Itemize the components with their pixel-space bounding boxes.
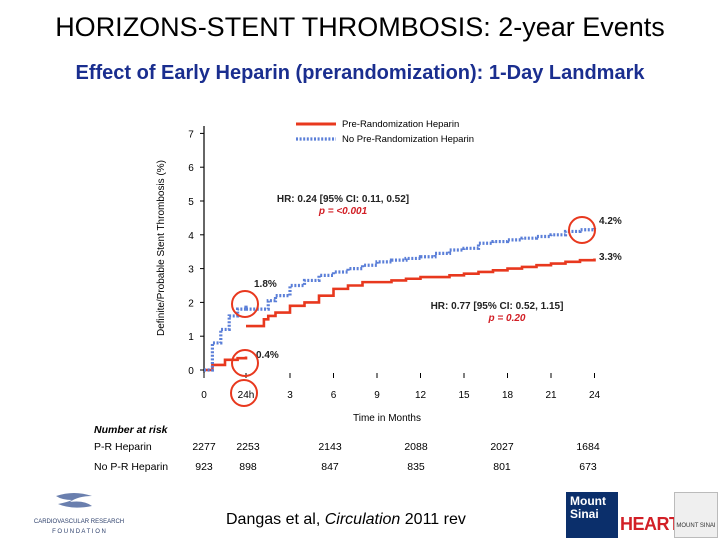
crf-logo-line2: F O U N D A T I O N <box>52 529 106 535</box>
crf-logo: CARDIOVASCULAR RESEARCH F O U N D A T I … <box>34 493 124 535</box>
x-tick-label: 3 <box>287 390 293 401</box>
risk-cell: 847 <box>321 461 339 473</box>
heart-logo: HEART <box>620 514 680 534</box>
x-tick-label: 0 <box>201 390 207 401</box>
slide-subtitle: Effect of Early Heparin (prerandomizatio… <box>75 62 645 84</box>
risk-cell: 2253 <box>236 441 260 453</box>
slide-title: HORIZONS-STENT THROMBOSIS: 2-year Events <box>55 12 665 42</box>
y-tick-label: 4 <box>188 231 194 242</box>
highlight-circle-24h <box>231 290 259 318</box>
series-line-1 <box>246 228 597 311</box>
risk-cell: 923 <box>195 461 213 473</box>
x-tick-label: 9 <box>374 390 380 401</box>
value-label-42: 4.2% <box>599 216 622 227</box>
mount-sinai-logo: Mount Sinai <box>566 492 618 538</box>
risk-cell: 673 <box>579 461 597 473</box>
hr-annotation-top: HR: 0.24 [95% CI: 0.11, 0.52] <box>277 194 409 205</box>
p-annotation-bottom: p = 0.20 <box>488 313 526 324</box>
x-tick-label: 24h <box>238 390 255 401</box>
mount-sinai-seal-logo: MOUNT SINAI <box>674 492 718 538</box>
x-tick-label: 24 <box>589 390 601 401</box>
y-tick-label: 2 <box>188 298 194 309</box>
p-annotation-top: p = <0.001 <box>318 206 368 217</box>
risk-cell: 2088 <box>404 441 428 453</box>
number-at-risk-title: Number at risk <box>94 424 168 436</box>
citation: Dangas et al, Circulation 2011 rev <box>226 511 466 528</box>
x-tick-label: 12 <box>415 390 427 401</box>
highlight-circle-42 <box>568 216 596 244</box>
risk-cell: 1684 <box>576 441 600 453</box>
series-line-day1-0 <box>204 356 248 372</box>
crf-logo-line1: CARDIOVASCULAR RESEARCH <box>34 519 124 525</box>
highlight-circle-24h-tick <box>230 379 258 407</box>
risk-cell: 2027 <box>490 441 514 453</box>
x-axis-label: Time in Months <box>353 413 421 424</box>
hr-annotation-bottom: HR: 0.77 [95% CI: 0.52, 1.15] <box>431 301 564 312</box>
y-tick-label: 5 <box>188 197 194 208</box>
series-line-day1-1 <box>204 304 248 372</box>
risk-row-label: P-R Heparin <box>94 441 152 453</box>
risk-cell: 2277 <box>192 441 216 453</box>
x-tick-label: 18 <box>502 390 514 401</box>
risk-cell: 835 <box>407 461 425 473</box>
highlight-circle-04 <box>231 349 259 377</box>
value-label-04: 0.4% <box>256 350 279 361</box>
x-tick-label: 21 <box>545 390 557 401</box>
y-tick-label: 3 <box>188 265 194 276</box>
x-tick-label: 6 <box>331 390 337 401</box>
series-line-0 <box>246 258 596 328</box>
y-tick-label: 1 <box>188 332 194 343</box>
legend-label-pre: Pre-Randomization Heparin <box>342 119 459 130</box>
risk-cell: 801 <box>493 461 511 473</box>
y-tick-label: 0 <box>188 366 194 377</box>
risk-cell: 898 <box>239 461 257 473</box>
legend-label-no: No Pre-Randomization Heparin <box>342 134 474 145</box>
value-label-18: 1.8% <box>254 279 277 290</box>
risk-row-label: No P-R Heparin <box>94 461 169 473</box>
y-axis-label: Definite/Probable Stent Thrombosis (%) <box>156 160 167 336</box>
y-tick-label: 6 <box>188 163 194 174</box>
y-tick-label: 7 <box>188 129 194 140</box>
value-label-33: 3.3% <box>599 252 622 263</box>
x-tick-label: 15 <box>458 390 470 401</box>
risk-cell: 2143 <box>318 441 342 453</box>
